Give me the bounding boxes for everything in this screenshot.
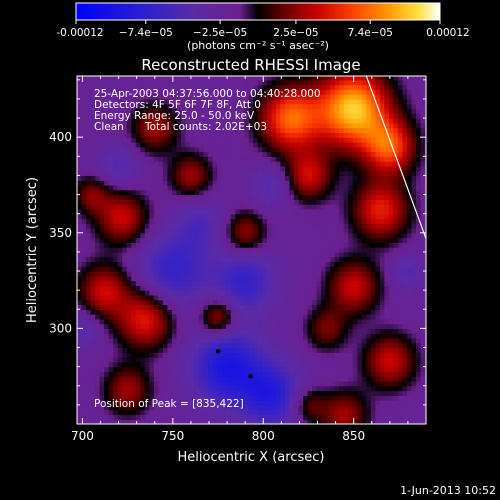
colorbar-unit-label: (photons cm⁻² s⁻¹ asec⁻²) <box>187 39 329 52</box>
colorbar-strip <box>75 2 441 21</box>
colorbar-tick-label: 0.00012 <box>426 27 469 39</box>
y-tick-label: 350 <box>49 226 72 240</box>
colorbar-ticks: -0.00012 −7.4e−05 −2.5e−05 2.5e−05 7.4e−05 0.… <box>56 20 470 39</box>
annotation-time-range: 25-Apr-2003 04:37:56.000 to 04:40:28.000 <box>94 88 321 100</box>
y-axis: 300 350 400 <box>49 79 426 406</box>
x-tick-label: 800 <box>252 429 275 443</box>
marker-point <box>215 349 221 354</box>
y-tick-label: 400 <box>49 130 72 144</box>
x-axis: 700 750 800 850 <box>71 76 427 443</box>
x-tick-label: 700 <box>71 429 94 443</box>
heatmap-image <box>77 76 426 424</box>
colorbar-tick-label: 2.5e−05 <box>273 27 318 39</box>
annotation-clean: Clean <box>94 121 124 133</box>
solar-limb-line <box>365 76 426 239</box>
colorbar: -0.00012 −7.4e−05 −2.5e−05 2.5e−05 7.4e−05 0.… <box>56 2 470 52</box>
x-tick-label: 850 <box>342 429 365 443</box>
annotation-energy: Energy Range: 25.0 - 50.0 keV <box>94 110 255 122</box>
colorbar-tick-label: 7.4e−05 <box>348 27 393 39</box>
annotation-peak: Position of Peak = [835,422] <box>94 398 244 410</box>
colorbar-tick-label: -0.00012 <box>56 27 103 39</box>
x-axis-label: Heliocentric X (arcsec) <box>178 450 325 465</box>
x-tick-label: 750 <box>161 429 184 443</box>
chart-title: Reconstructed RHESSI Image <box>141 56 360 74</box>
marker-point <box>248 373 253 379</box>
colorbar-tick-label: −2.5e−05 <box>193 27 247 39</box>
y-axis-label: Heliocentric Y (arcsec) <box>25 177 40 323</box>
y-tick-label: 300 <box>49 321 72 335</box>
annotation-detectors: Detectors: 4F 5F 6F 7F 8F, Att 0 <box>94 99 261 111</box>
annotation-counts: Total counts: 2.02E+03 <box>144 121 267 133</box>
annotations: 25-Apr-2003 04:37:56.000 to 04:40:28.000… <box>94 88 321 410</box>
colorbar-tick-label: −7.4e−05 <box>119 27 173 39</box>
plot-frame <box>76 75 427 425</box>
markers <box>215 349 253 379</box>
footer-date: 1-Jun-2013 10:52 <box>400 484 496 497</box>
